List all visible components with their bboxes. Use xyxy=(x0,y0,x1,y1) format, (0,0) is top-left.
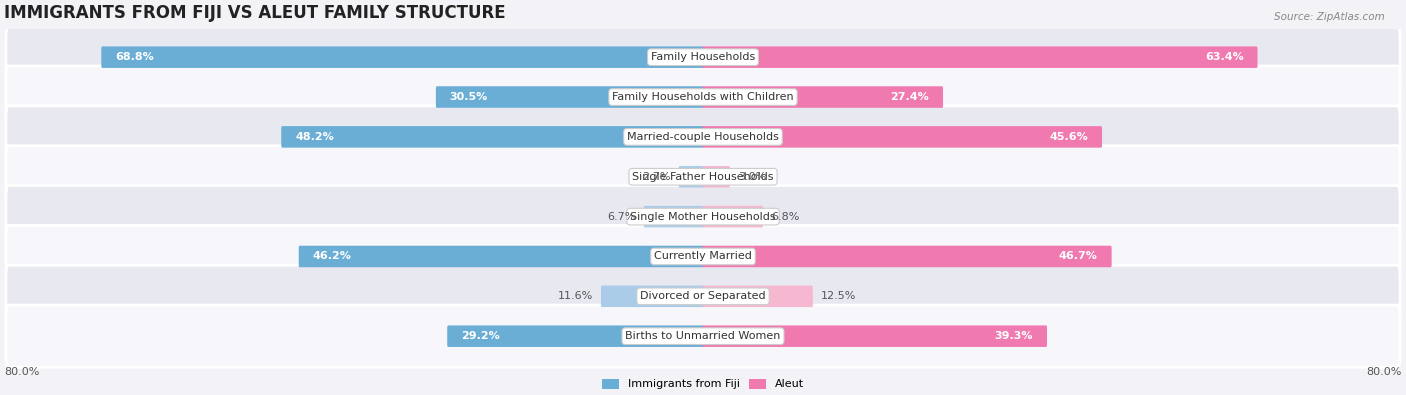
Text: Source: ZipAtlas.com: Source: ZipAtlas.com xyxy=(1274,12,1385,22)
Text: Family Households with Children: Family Households with Children xyxy=(612,92,794,102)
Text: 80.0%: 80.0% xyxy=(4,367,39,377)
Text: 68.8%: 68.8% xyxy=(115,52,153,62)
FancyBboxPatch shape xyxy=(6,305,1400,367)
FancyBboxPatch shape xyxy=(6,265,1400,327)
FancyBboxPatch shape xyxy=(6,26,1400,88)
Text: IMMIGRANTS FROM FIJI VS ALEUT FAMILY STRUCTURE: IMMIGRANTS FROM FIJI VS ALEUT FAMILY STR… xyxy=(4,4,506,22)
Text: 48.2%: 48.2% xyxy=(295,132,333,142)
Text: 29.2%: 29.2% xyxy=(461,331,499,341)
FancyBboxPatch shape xyxy=(644,206,703,228)
FancyBboxPatch shape xyxy=(6,106,1400,168)
FancyBboxPatch shape xyxy=(447,325,703,347)
FancyBboxPatch shape xyxy=(703,47,1257,68)
Text: Married-couple Households: Married-couple Households xyxy=(627,132,779,142)
FancyBboxPatch shape xyxy=(703,126,1102,148)
Text: 63.4%: 63.4% xyxy=(1205,52,1244,62)
Text: 11.6%: 11.6% xyxy=(558,292,593,301)
Text: Family Households: Family Households xyxy=(651,52,755,62)
FancyBboxPatch shape xyxy=(600,286,703,307)
Text: 12.5%: 12.5% xyxy=(821,292,856,301)
Text: Births to Unmarried Women: Births to Unmarried Women xyxy=(626,331,780,341)
Text: Currently Married: Currently Married xyxy=(654,252,752,261)
FancyBboxPatch shape xyxy=(6,146,1400,208)
Text: 6.7%: 6.7% xyxy=(607,212,636,222)
FancyBboxPatch shape xyxy=(6,66,1400,128)
Text: Single Mother Households: Single Mother Households xyxy=(630,212,776,222)
FancyBboxPatch shape xyxy=(298,246,703,267)
FancyBboxPatch shape xyxy=(281,126,703,148)
Text: 27.4%: 27.4% xyxy=(890,92,929,102)
Text: 6.8%: 6.8% xyxy=(770,212,800,222)
FancyBboxPatch shape xyxy=(101,47,703,68)
FancyBboxPatch shape xyxy=(703,206,763,228)
Text: 2.7%: 2.7% xyxy=(643,172,671,182)
Text: 80.0%: 80.0% xyxy=(1367,367,1402,377)
Text: Single Father Households: Single Father Households xyxy=(633,172,773,182)
Text: 3.0%: 3.0% xyxy=(738,172,766,182)
FancyBboxPatch shape xyxy=(703,286,813,307)
FancyBboxPatch shape xyxy=(6,186,1400,248)
Text: 46.2%: 46.2% xyxy=(312,252,352,261)
FancyBboxPatch shape xyxy=(6,226,1400,288)
Legend: Immigrants from Fiji, Aleut: Immigrants from Fiji, Aleut xyxy=(598,374,808,394)
FancyBboxPatch shape xyxy=(703,325,1047,347)
FancyBboxPatch shape xyxy=(703,86,943,108)
FancyBboxPatch shape xyxy=(703,166,730,188)
Text: 39.3%: 39.3% xyxy=(994,331,1033,341)
FancyBboxPatch shape xyxy=(703,246,1112,267)
Text: Divorced or Separated: Divorced or Separated xyxy=(640,292,766,301)
Text: 46.7%: 46.7% xyxy=(1059,252,1098,261)
FancyBboxPatch shape xyxy=(679,166,703,188)
Text: 30.5%: 30.5% xyxy=(450,92,488,102)
Text: 45.6%: 45.6% xyxy=(1049,132,1088,142)
FancyBboxPatch shape xyxy=(436,86,703,108)
